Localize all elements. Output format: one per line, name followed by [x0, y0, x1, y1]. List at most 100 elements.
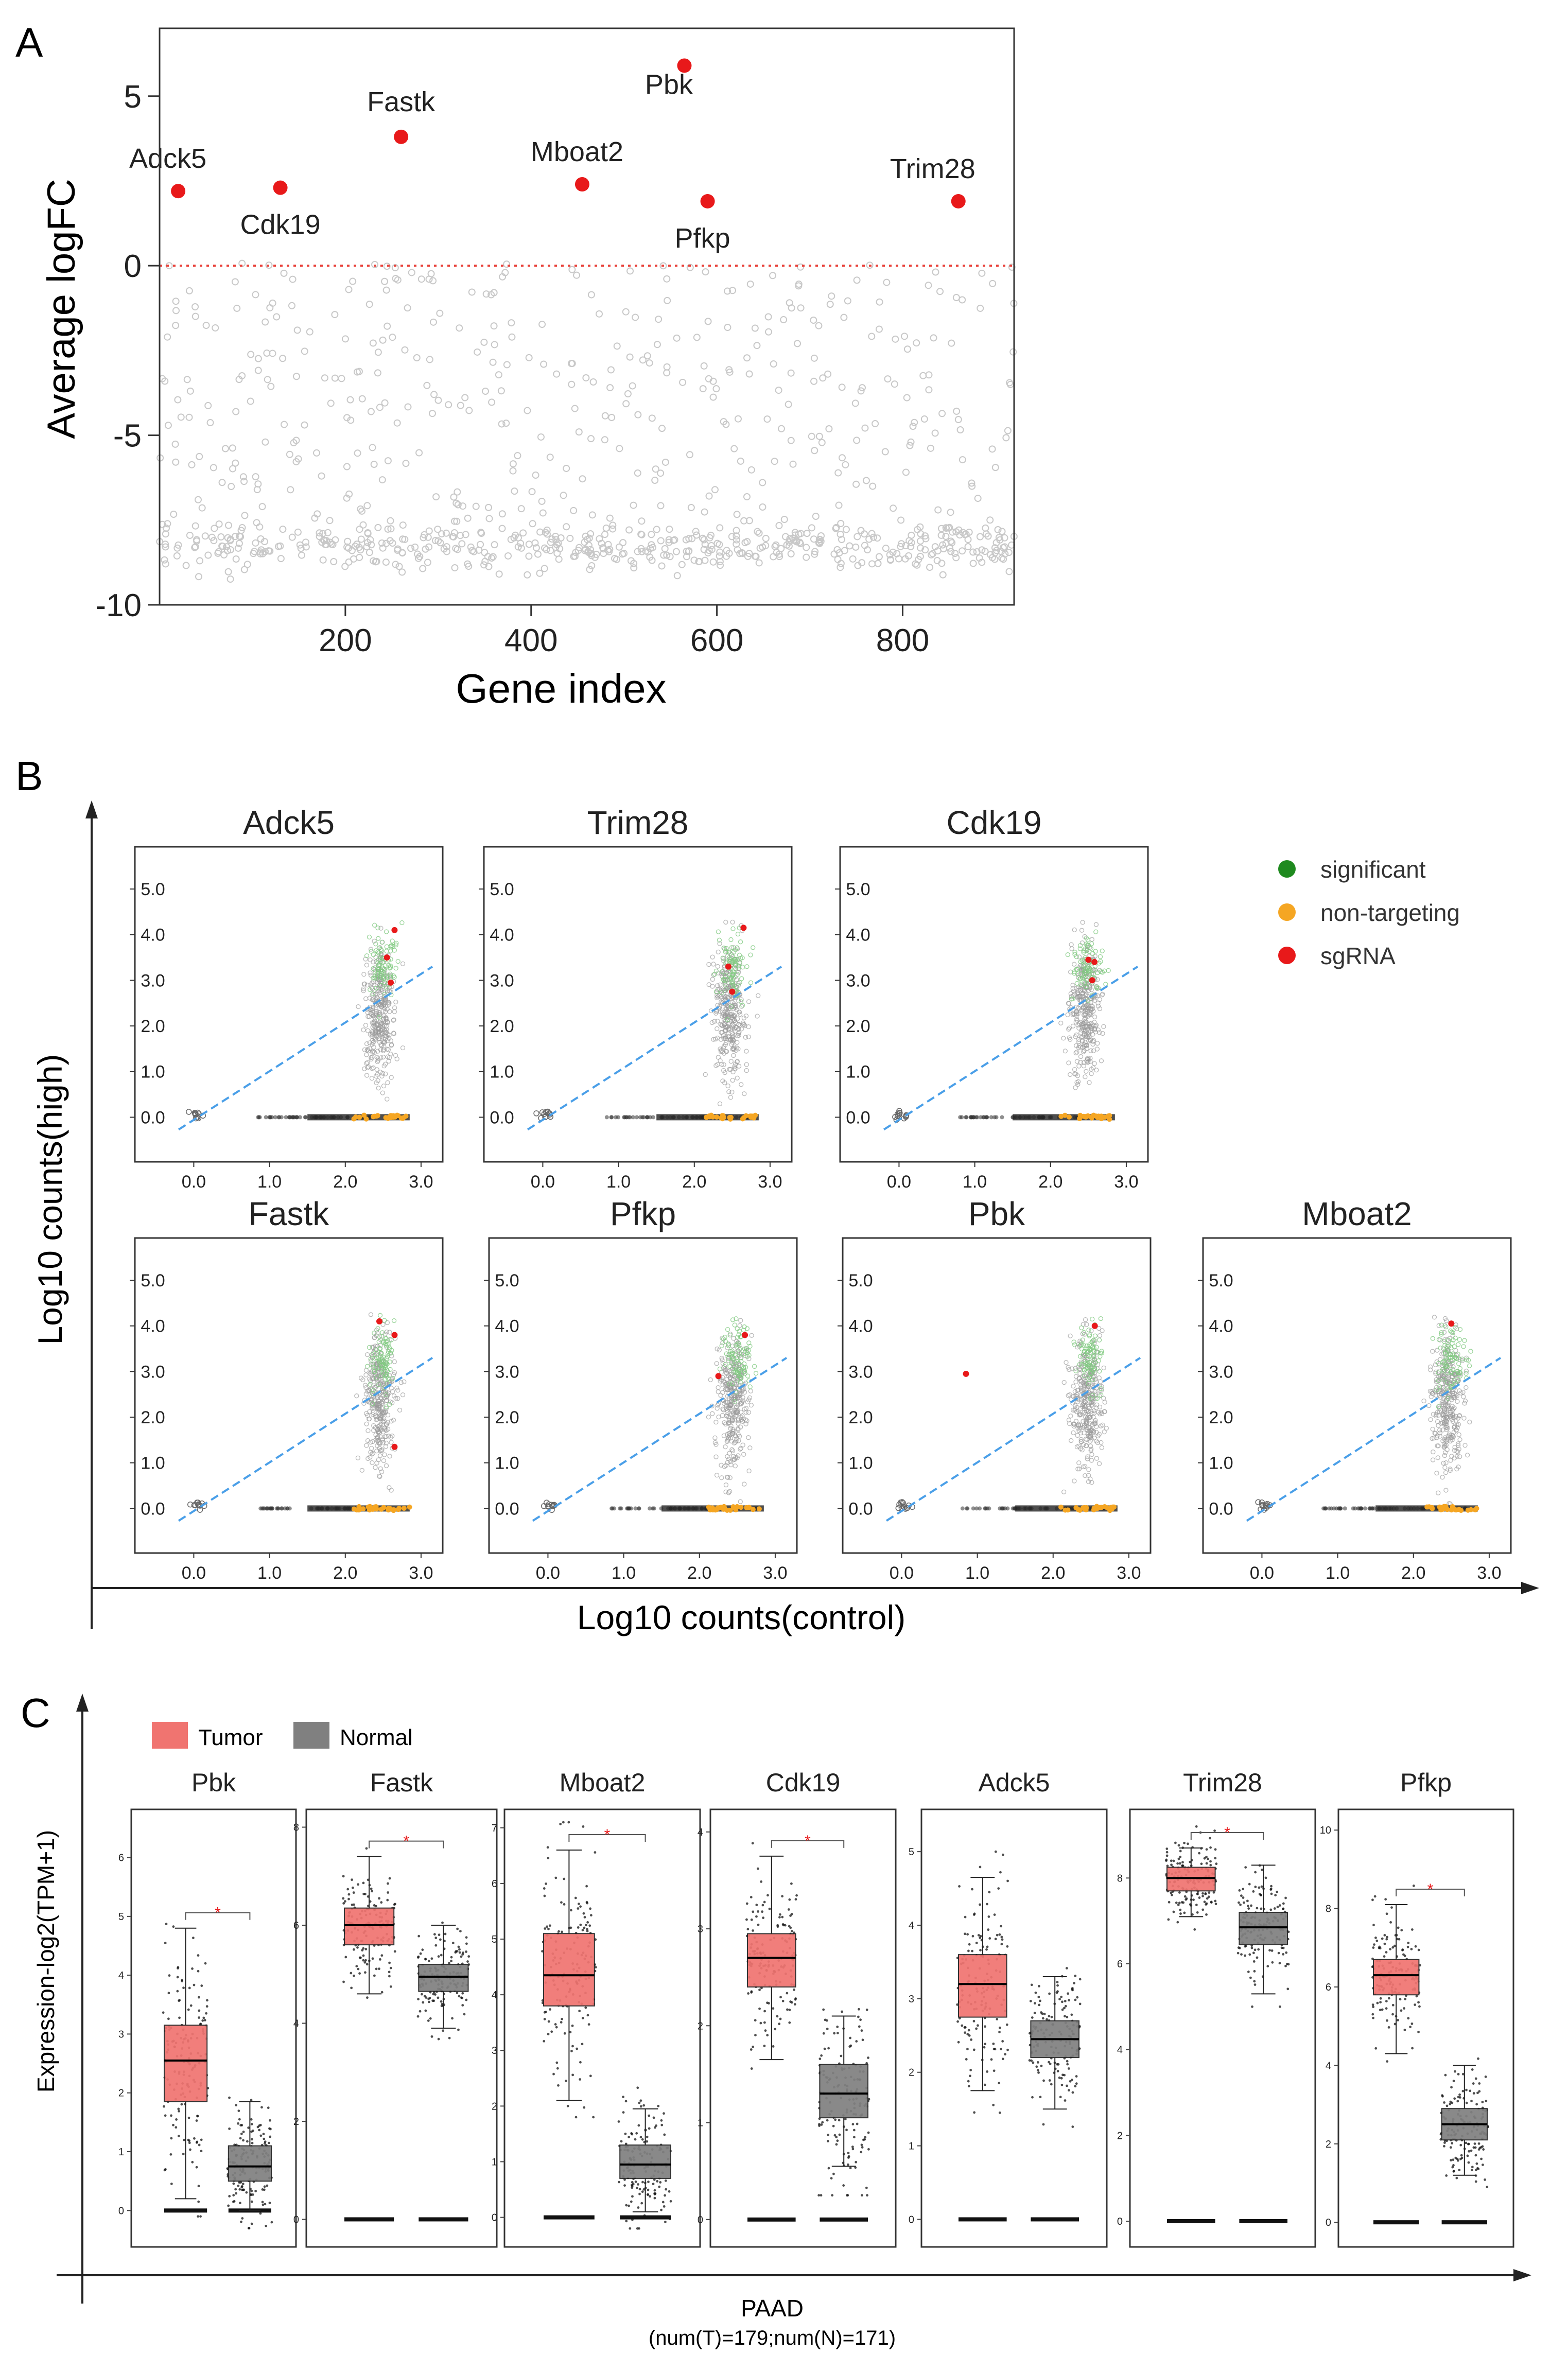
count-point	[706, 962, 711, 967]
zero-count-point	[1003, 1506, 1007, 1511]
count-point	[1092, 1014, 1097, 1020]
background-gene-point	[796, 540, 804, 548]
panel-c-legend: Tumor Normal	[152, 1722, 413, 1750]
background-gene-point	[541, 565, 548, 572]
subplot-frame	[839, 846, 1149, 1163]
count-point	[381, 995, 387, 1000]
background-gene-point	[939, 541, 947, 549]
background-gene-point	[538, 497, 546, 505]
count-point	[736, 1033, 741, 1038]
sample-point	[195, 2166, 198, 2169]
background-gene-point	[602, 525, 610, 532]
count-point	[719, 1475, 724, 1480]
count-point	[377, 1017, 383, 1023]
significant-point	[753, 1371, 759, 1376]
background-gene-point	[232, 459, 239, 467]
count-point	[377, 1010, 382, 1016]
background-gene-point	[875, 325, 883, 333]
count-point	[727, 1489, 733, 1494]
background-gene-point	[450, 493, 458, 501]
sample-point	[201, 2019, 204, 2022]
sample-point	[238, 2188, 241, 2191]
y-tick-label: 4	[118, 1970, 124, 1981]
background-gene-point	[298, 551, 306, 559]
non-targeting-point	[396, 1506, 402, 1511]
significant-point	[378, 954, 384, 960]
background-gene-point	[177, 413, 185, 421]
background-gene-point	[546, 454, 554, 461]
count-point	[717, 941, 722, 946]
count-point	[721, 1033, 726, 1038]
count-point	[715, 1062, 720, 1067]
sample-point	[176, 1976, 179, 1979]
highlighted-gene-label: Mboat2	[531, 136, 623, 167]
significant-point	[373, 948, 379, 953]
count-point	[1086, 1056, 1091, 1062]
background-gene-point	[670, 536, 677, 544]
background-gene-point	[498, 525, 506, 532]
count-point	[1075, 991, 1081, 996]
significant-point	[720, 955, 725, 961]
background-gene-point	[172, 458, 180, 466]
count-point	[1081, 1060, 1087, 1065]
highlighted-gene-label: Pfkp	[675, 223, 730, 254]
background-gene-point	[489, 358, 497, 366]
background-gene-point	[601, 436, 608, 444]
background-gene-point	[664, 297, 671, 304]
background-gene-point	[637, 545, 645, 552]
panel-a-y-tick-label: 0	[124, 249, 142, 284]
background-gene-point	[292, 373, 300, 380]
y-tick-label: 1.0	[141, 1062, 165, 1082]
background-gene-point	[763, 415, 771, 423]
background-gene-point	[619, 539, 627, 547]
background-gene-point	[227, 535, 234, 543]
count-point	[723, 1034, 728, 1039]
zero-count-point	[290, 1115, 294, 1120]
count-point	[1090, 1039, 1096, 1044]
count-point	[376, 1036, 381, 1041]
y-tick-label: 5.0	[848, 1271, 873, 1291]
background-gene-point	[358, 395, 366, 403]
background-gene-point	[722, 421, 730, 428]
sample-point	[178, 1999, 181, 2002]
significant-point	[373, 985, 379, 991]
count-point	[378, 1069, 383, 1075]
background-gene-point	[858, 559, 866, 567]
significant-point	[382, 980, 387, 985]
count-point	[1073, 1419, 1079, 1424]
sample-point	[177, 1967, 179, 1970]
panel-a-y-tick-label: 5	[124, 79, 142, 115]
count-point	[1093, 922, 1099, 927]
background-gene-point	[769, 272, 777, 280]
subplot-frame	[483, 846, 793, 1163]
background-gene-point	[253, 519, 260, 527]
background-gene-point	[229, 465, 237, 473]
count-point	[1087, 1034, 1092, 1039]
zero-count-point	[298, 1115, 302, 1120]
background-gene-point	[824, 370, 832, 378]
background-gene-point	[745, 517, 753, 525]
background-gene-point	[281, 421, 288, 428]
count-point	[385, 1038, 390, 1043]
background-gene-point	[679, 378, 687, 386]
non-targeting-point	[388, 1506, 393, 1511]
x-tick-label: 0.0	[182, 1563, 206, 1583]
significant-point	[375, 925, 380, 931]
count-point	[362, 1047, 368, 1052]
count-point	[368, 947, 374, 952]
background-gene-point	[837, 519, 845, 527]
count-point	[1068, 1414, 1073, 1419]
background-gene-point	[425, 527, 433, 535]
count-point	[1081, 1063, 1087, 1069]
background-gene-point	[648, 556, 656, 564]
sgrna-point	[384, 954, 390, 961]
count-point	[725, 1014, 730, 1019]
background-gene-point	[175, 541, 182, 549]
count-point	[721, 1062, 726, 1068]
background-gene-point	[254, 367, 262, 374]
background-gene-point	[262, 318, 269, 326]
count-point	[1075, 1433, 1080, 1438]
count-point	[1072, 1067, 1077, 1072]
background-gene-point	[464, 514, 472, 522]
